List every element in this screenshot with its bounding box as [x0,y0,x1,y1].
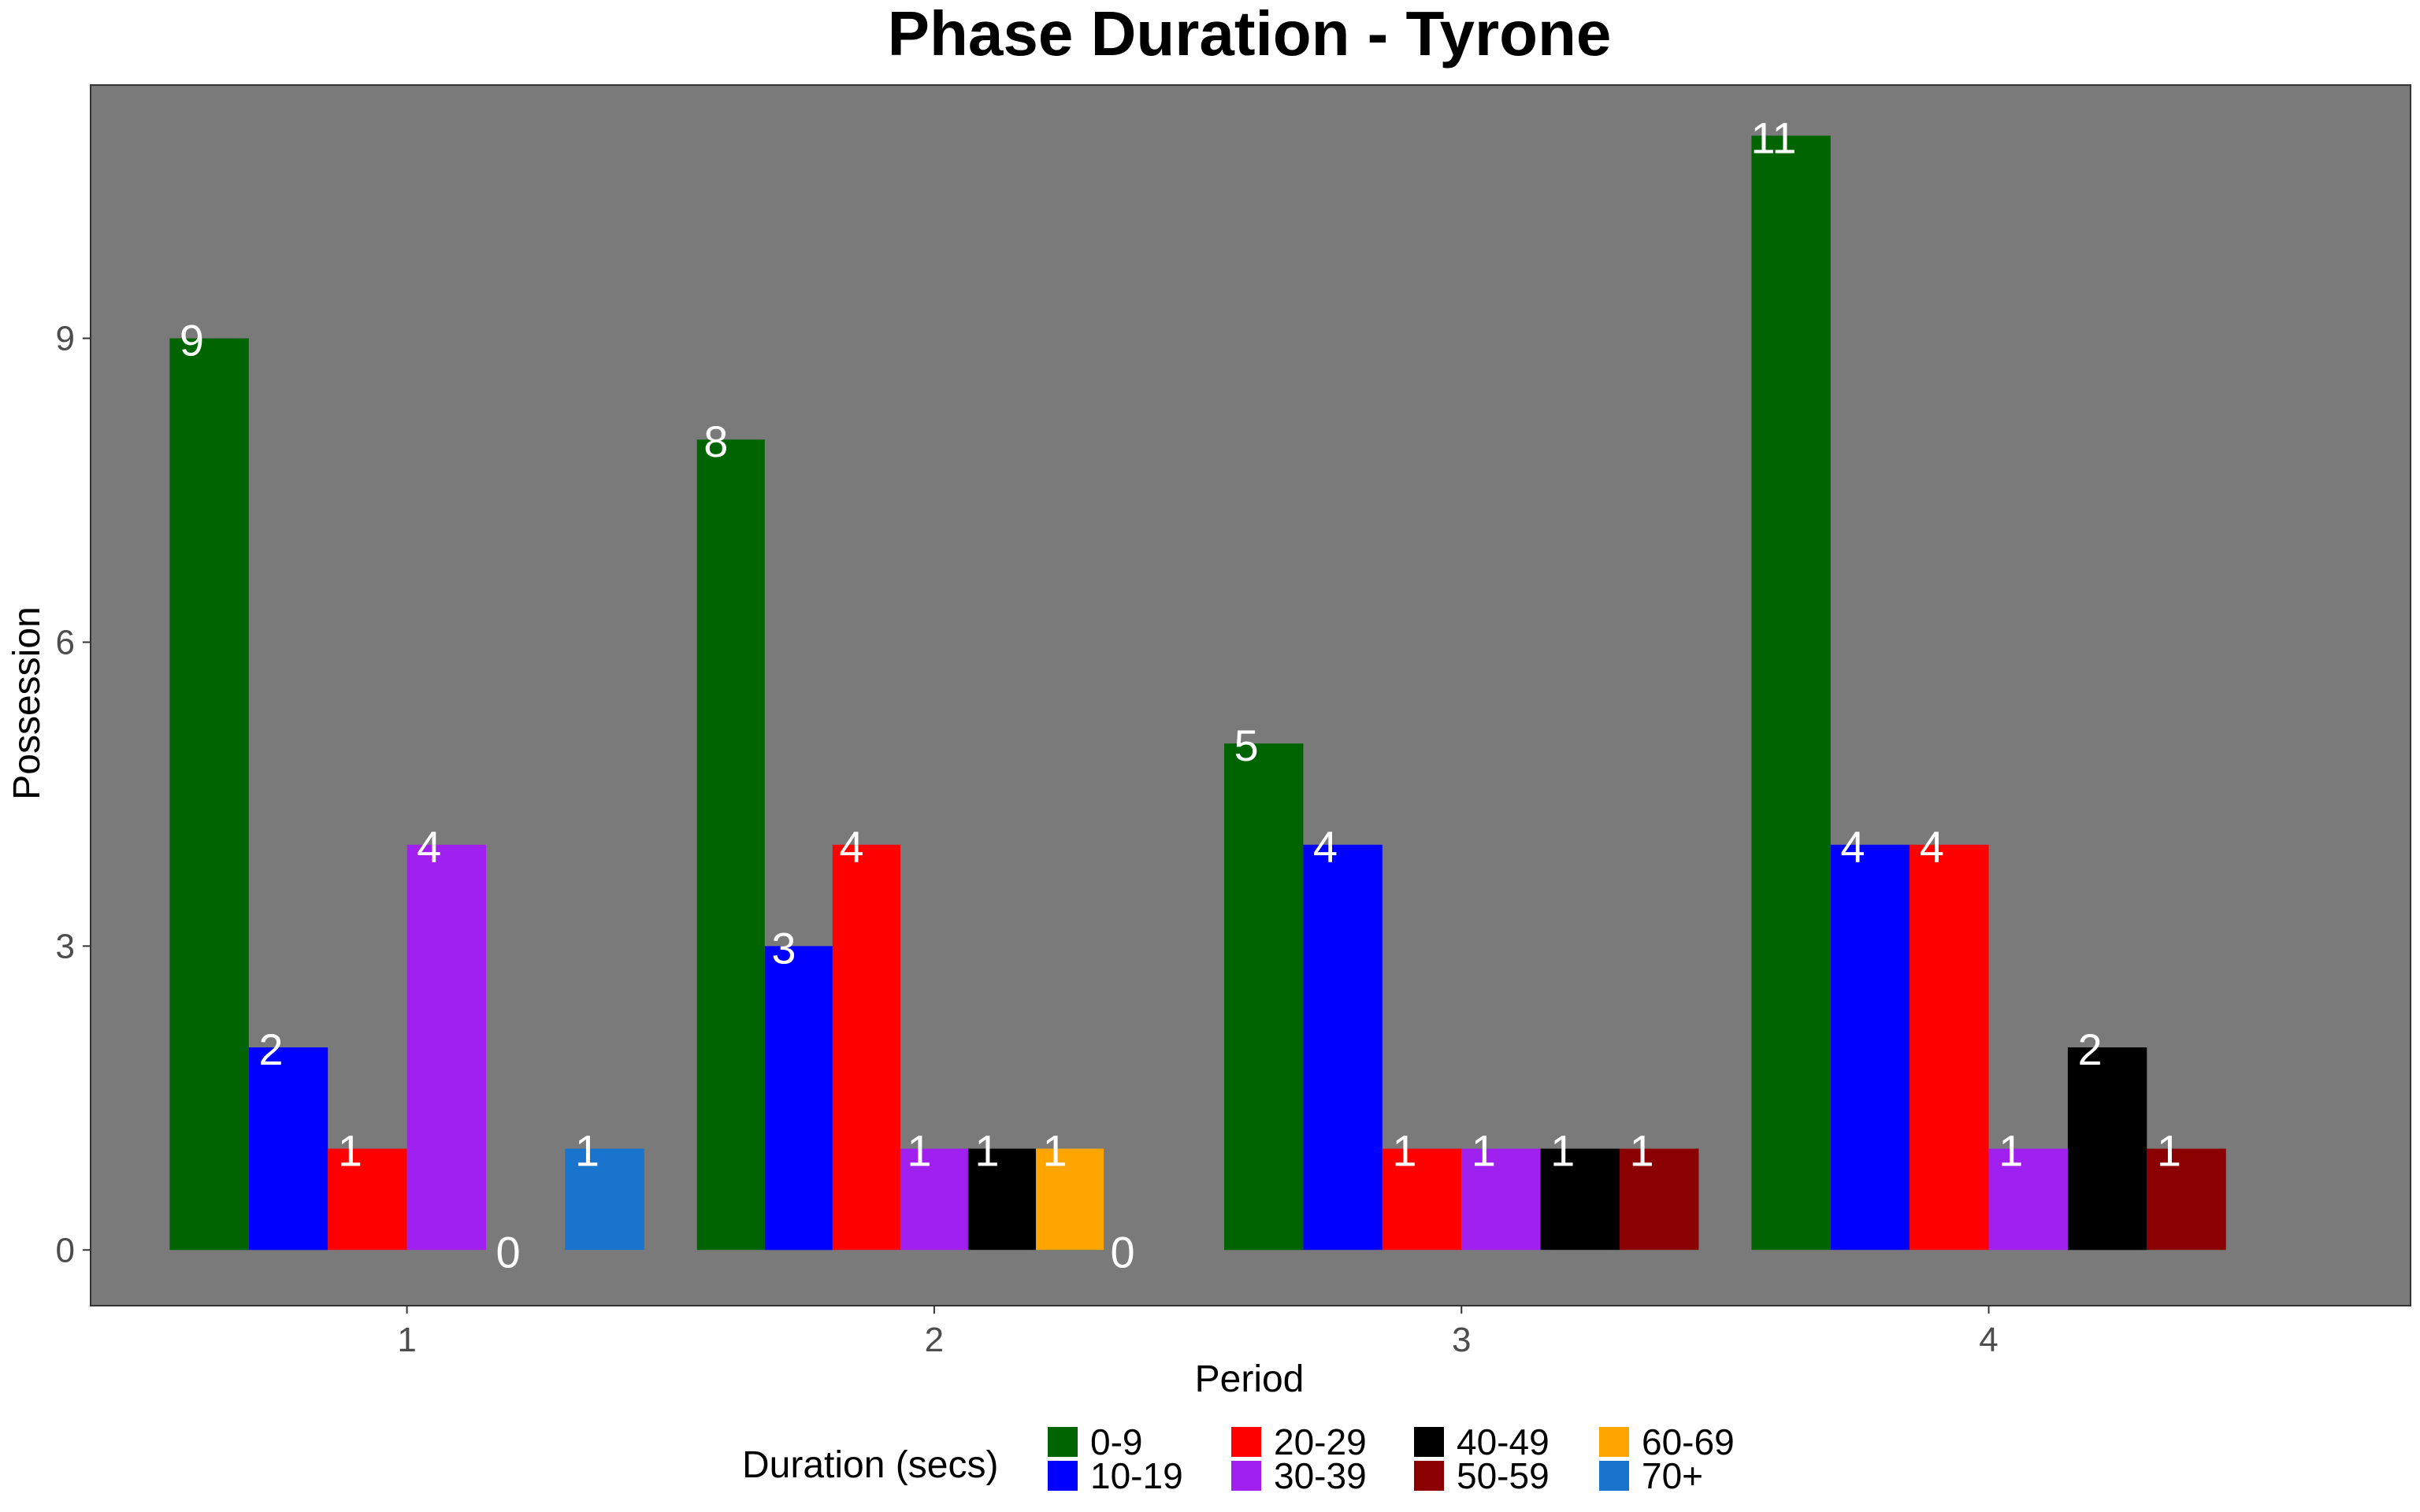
data-label: 1 [907,1126,931,1176]
bar-30-39-period-3 [1461,1148,1541,1251]
legend-key-0-9 [1048,1427,1078,1457]
bar-10-19-period-4 [1830,844,1910,1251]
y-tick-label: 3 [56,927,75,965]
data-label: 2 [258,1025,283,1074]
bar-40-49-period-3 [1540,1148,1620,1251]
legend-label: 50-59 [1457,1455,1550,1496]
x-axis-title: Period [1195,1358,1305,1400]
legend-label: 20-29 [1274,1421,1367,1462]
bar-0-9-period-2 [696,439,765,1251]
legend-label: 40-49 [1457,1421,1550,1462]
bar-20-29-period-3 [1382,1148,1462,1251]
data-label: 11 [1750,113,1796,162]
legend-key-70+ [1599,1461,1629,1491]
data-label: 9 [180,316,204,365]
bar-30-39-period-1 [406,844,486,1251]
bar-20-29-period-4 [1910,844,1989,1251]
bar-20-29-period-1 [328,1148,407,1251]
legend-key-30-39 [1231,1461,1261,1491]
legend-title: Duration (secs) [742,1444,998,1486]
data-label: 1 [1392,1126,1416,1176]
data-label: 1 [575,1126,599,1176]
data-label: 4 [839,822,863,872]
data-label: 4 [417,822,441,872]
y-tick-label: 0 [56,1231,75,1269]
legend-key-10-19 [1048,1461,1078,1491]
bars-layer [169,135,2226,1251]
bar-40-49-period-4 [2067,1047,2147,1251]
data-label: 8 [703,417,728,466]
bar-0-9-period-3 [1224,743,1304,1251]
bar-60-69-period-2 [1036,1148,1104,1251]
legend-key-40-49 [1414,1427,1444,1457]
legend-label: 0-9 [1090,1421,1142,1462]
bar-10-19-period-3 [1303,844,1383,1251]
x-tick-label: 2 [925,1321,944,1359]
x-tick-label: 1 [397,1321,416,1359]
y-axis-title: Possession [6,606,48,799]
data-label: 1 [1630,1126,1654,1176]
data-label: 1 [1043,1126,1067,1176]
bar-70+-period-1 [565,1148,644,1251]
data-label: 3 [771,923,796,973]
legend-label: 30-39 [1274,1455,1367,1496]
bar-20-29-period-2 [832,844,900,1251]
data-label: 1 [2157,1126,2181,1176]
bar-30-39-period-2 [900,1148,968,1251]
legend-key-50-59 [1414,1461,1444,1491]
bar-10-19-period-1 [248,1047,328,1251]
x-tick-label: 3 [1452,1321,1471,1359]
data-label: 5 [1234,721,1259,770]
x-tick-label: 4 [1979,1321,1998,1359]
legend-label: 60-69 [1642,1421,1735,1462]
data-label: 1 [1999,1126,2023,1176]
legend-label: 70+ [1642,1455,1703,1496]
bar-50-59-period-4 [2147,1148,2226,1251]
data-label: 4 [1920,822,1944,872]
legend-key-60-69 [1599,1427,1629,1457]
legend-key-20-29 [1231,1427,1261,1457]
data-label: 4 [1840,822,1865,872]
data-label: 1 [1550,1126,1575,1176]
bar-0-9-period-4 [1751,135,1831,1251]
data-label: 0 [1111,1227,1135,1277]
y-axis: 0 3 6 9 [56,320,91,1269]
data-label: 1 [1472,1126,1496,1176]
bar-0-9-period-1 [169,338,249,1251]
data-label: 0 [496,1227,521,1277]
bar-10-19-period-2 [764,946,833,1251]
y-tick-label: 6 [56,623,75,662]
chart-title: Phase Duration - Tyrone [888,0,1612,69]
bar-50-59-period-3 [1620,1148,1699,1251]
bar-30-39-period-4 [1988,1148,2068,1251]
data-label: 4 [1313,822,1338,872]
data-label: 1 [974,1126,999,1176]
y-tick-label: 9 [56,320,75,358]
data-label: 2 [2078,1025,2103,1074]
bar-40-49-period-2 [967,1148,1036,1251]
x-axis: 1 2 3 4 [397,1306,1999,1359]
legend-label: 10-19 [1090,1455,1183,1496]
data-label: 1 [338,1126,362,1176]
